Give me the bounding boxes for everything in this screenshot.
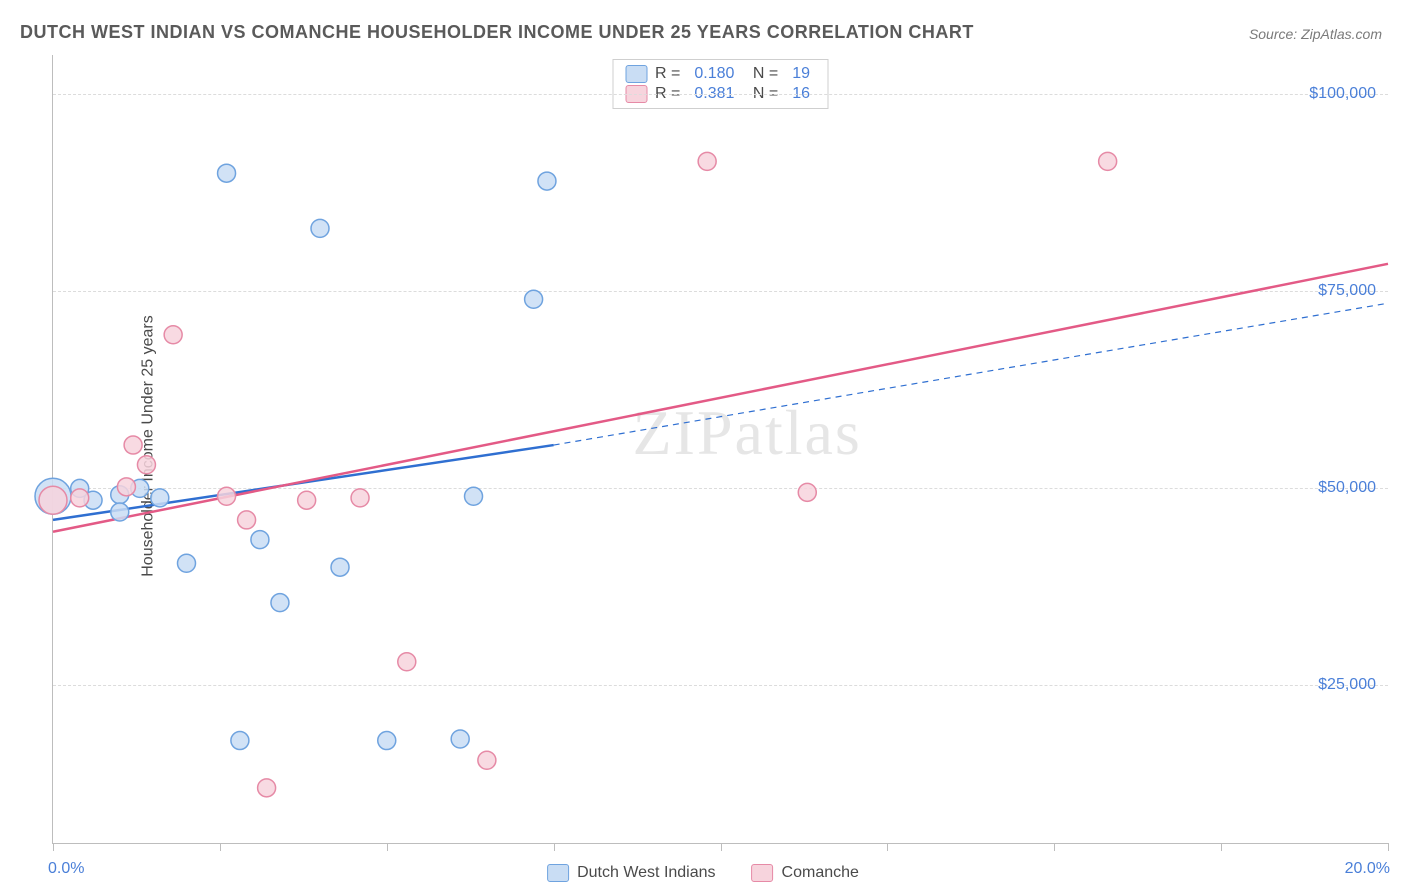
y-tick-label: $75,000 — [1318, 282, 1376, 300]
legend-item-dwi: Dutch West Indians — [547, 864, 715, 882]
legend-item-comanche: Comanche — [752, 864, 859, 882]
legend-label-dwi: Dutch West Indians — [577, 864, 715, 882]
chart-title: DUTCH WEST INDIAN VS COMANCHE HOUSEHOLDE… — [20, 22, 974, 43]
y-tick-label: $100,000 — [1309, 85, 1376, 103]
source-attribution: Source: ZipAtlas.com — [1249, 26, 1382, 42]
series-legend: Dutch West Indians Comanche — [547, 864, 859, 882]
x-axis-min-label: 0.0% — [48, 860, 84, 878]
chart-container: DUTCH WEST INDIAN VS COMANCHE HOUSEHOLDE… — [0, 0, 1406, 892]
plot-area: ZIPatlas R = 0.180 N = 19 R = 0.381 N = … — [52, 55, 1388, 844]
y-tick-label: $50,000 — [1318, 479, 1376, 497]
x-axis-max-label: 20.0% — [1345, 860, 1390, 878]
legend-label-comanche: Comanche — [782, 864, 859, 882]
legend-swatch-dwi-bottom — [547, 864, 569, 882]
plot-svg — [53, 55, 1388, 843]
legend-swatch-comanche-bottom — [752, 864, 774, 882]
y-tick-label: $25,000 — [1318, 676, 1376, 694]
